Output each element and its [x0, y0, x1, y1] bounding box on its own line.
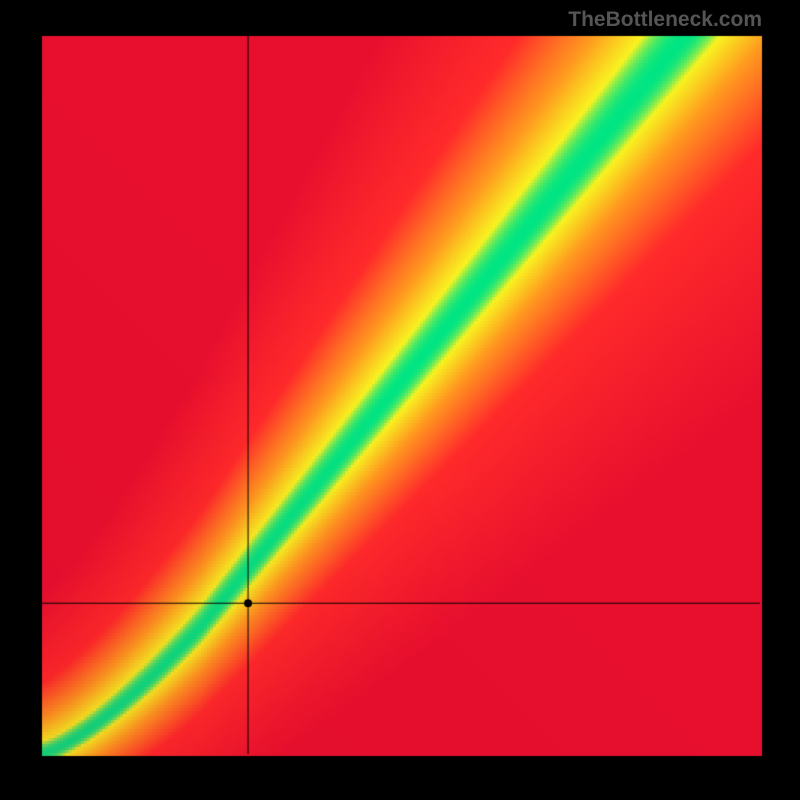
chart-container: TheBottleneck.com [0, 0, 800, 800]
watermark-text: TheBottleneck.com [568, 8, 762, 32]
bottleneck-heatmap [0, 0, 800, 800]
